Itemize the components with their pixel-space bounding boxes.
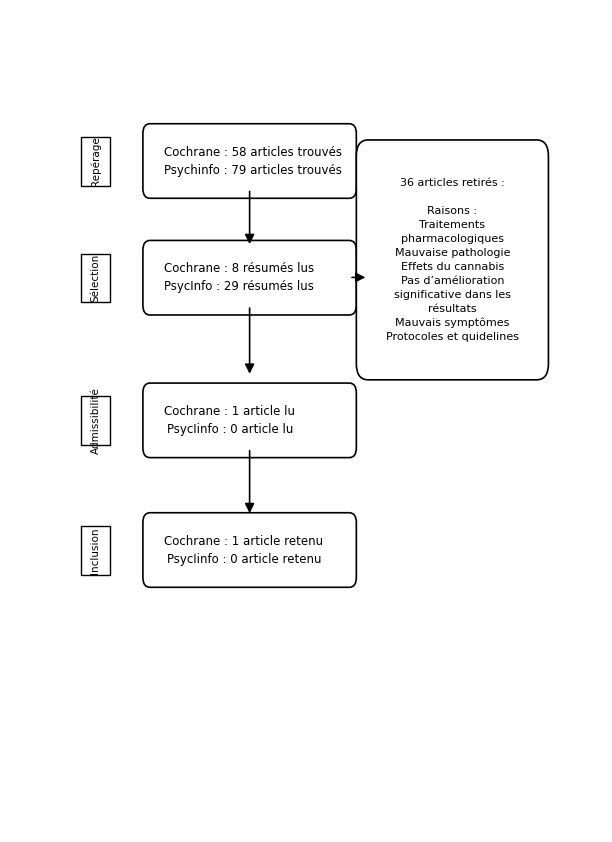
Text: 36 articles retirés :

Raisons :
Traitements
pharmacologiques
Mauvaise pathologi: 36 articles retirés : Raisons : Traiteme… — [386, 178, 519, 342]
Text: Cochrane : 8 résumés lus
PsycInfo : 29 résumés lus: Cochrane : 8 résumés lus PsycInfo : 29 r… — [164, 262, 315, 293]
Text: Admissibilité: Admissibilité — [91, 387, 100, 454]
FancyBboxPatch shape — [81, 526, 110, 574]
Text: Cochrane : 1 article retenu
PsycIinfo : 0 article retenu: Cochrane : 1 article retenu PsycIinfo : … — [164, 535, 323, 566]
FancyBboxPatch shape — [143, 124, 356, 198]
FancyBboxPatch shape — [81, 397, 110, 445]
Text: Cochrane : 58 articles trouvés
Psychinfo : 79 articles trouvés: Cochrane : 58 articles trouvés Psychinfo… — [164, 146, 342, 177]
FancyBboxPatch shape — [81, 137, 110, 185]
Text: Cochrane : 1 article lu
PsycIinfo : 0 article lu: Cochrane : 1 article lu PsycIinfo : 0 ar… — [164, 405, 295, 436]
FancyBboxPatch shape — [81, 253, 110, 302]
FancyBboxPatch shape — [356, 140, 548, 380]
FancyBboxPatch shape — [143, 513, 356, 588]
FancyBboxPatch shape — [143, 241, 356, 315]
FancyBboxPatch shape — [143, 383, 356, 457]
Text: Repérage: Repérage — [90, 136, 101, 186]
Text: Inclusion: Inclusion — [91, 527, 100, 573]
Text: Sélection: Sélection — [91, 254, 100, 302]
